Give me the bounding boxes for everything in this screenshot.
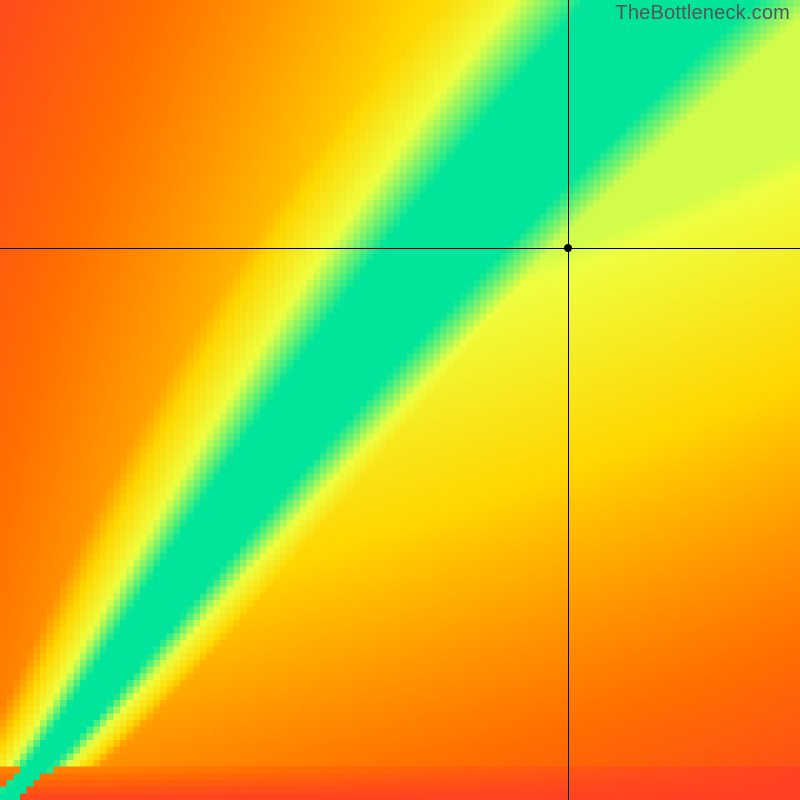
heatmap-canvas	[0, 0, 800, 800]
crosshair-horizontal-line	[0, 248, 800, 249]
bottleneck-heatmap: { "type": "heatmap", "watermark": { "tex…	[0, 0, 800, 800]
crosshair-marker-dot	[564, 244, 572, 252]
watermark-text: TheBottleneck.com	[615, 2, 790, 25]
crosshair-vertical-line	[568, 0, 569, 800]
